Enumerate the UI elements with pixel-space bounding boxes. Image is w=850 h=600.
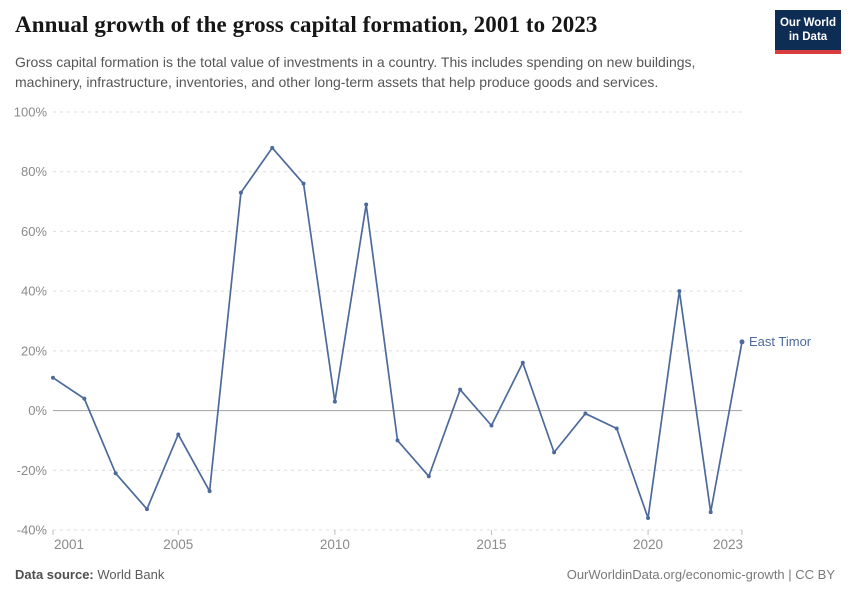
- data-point[interactable]: [458, 387, 463, 392]
- y-tick-label: 0%: [28, 403, 47, 418]
- credit-link[interactable]: OurWorldinData.org/economic-growth | CC …: [566, 567, 835, 582]
- y-tick-label: 60%: [21, 224, 47, 239]
- y-tick-label: 40%: [21, 284, 47, 299]
- data-point[interactable]: [113, 471, 118, 476]
- data-point[interactable]: [739, 339, 745, 345]
- x-tick-label: 2015: [476, 537, 506, 552]
- data-point[interactable]: [51, 375, 55, 380]
- data-point[interactable]: [207, 489, 212, 494]
- data-point[interactable]: [646, 516, 651, 521]
- logo-line1: Our World: [779, 17, 836, 29]
- y-tick-label: -20%: [17, 463, 48, 478]
- data-source-value[interactable]: World Bank: [97, 567, 165, 582]
- x-tick-label: 2023: [713, 537, 743, 552]
- x-tick-label: 2020: [633, 537, 663, 552]
- y-tick-label: -40%: [17, 523, 48, 538]
- data-point[interactable]: [614, 426, 619, 431]
- data-point[interactable]: [301, 181, 306, 186]
- x-tick-label: 2005: [163, 537, 193, 552]
- x-tick-label: 2001: [54, 537, 84, 552]
- chart-header: Annual growth of the gross capital forma…: [15, 12, 760, 38]
- data-point[interactable]: [144, 507, 149, 512]
- logo-line2: in Data: [788, 31, 828, 44]
- data-source: Data source: World Bank: [15, 567, 164, 582]
- data-point[interactable]: [364, 202, 369, 207]
- data-point[interactable]: [708, 510, 713, 515]
- data-point[interactable]: [82, 396, 87, 401]
- data-point[interactable]: [332, 399, 337, 404]
- owid-logo[interactable]: Our World in Data: [775, 10, 841, 54]
- y-tick-label: 80%: [21, 164, 47, 179]
- line-chart: -40% -20% 0% 20% 40% 60% 80% 100% 2001 2005 2010 20…: [14, 105, 812, 553]
- y-tick-label: 20%: [21, 343, 47, 358]
- chart-subtitle: Gross capital formation is the total val…: [15, 54, 696, 91]
- page-title: Annual growth of the gross capital forma…: [15, 12, 598, 37]
- data-point[interactable]: [426, 474, 431, 479]
- data-point[interactable]: [270, 145, 275, 150]
- data-point[interactable]: [176, 432, 181, 437]
- y-tick-label: 100%: [14, 105, 48, 120]
- data-point[interactable]: [552, 450, 557, 455]
- data-source-label: Data source:: [15, 567, 94, 582]
- data-point[interactable]: [677, 289, 682, 294]
- data-point[interactable]: [395, 438, 400, 443]
- data-point[interactable]: [489, 423, 494, 428]
- x-tick-label: 2010: [320, 537, 350, 552]
- data-point[interactable]: [583, 411, 588, 416]
- data-line[interactable]: [52, 146, 743, 519]
- chart-footer: Data source: World Bank OurWorldinData.o…: [15, 567, 835, 582]
- data-point[interactable]: [238, 190, 243, 195]
- data-point[interactable]: [520, 360, 525, 365]
- series-end-label[interactable]: East Timor: [749, 334, 812, 349]
